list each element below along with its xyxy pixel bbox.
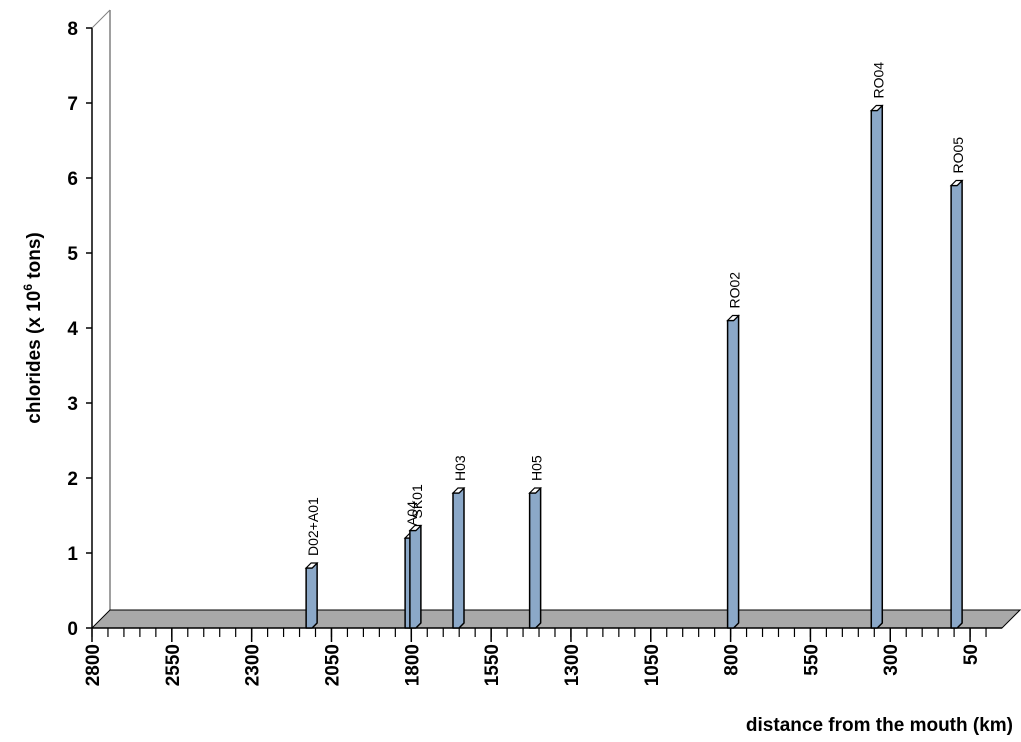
y-tick-label: 3: [67, 394, 78, 415]
y-axis-title-sup: 6: [21, 284, 35, 291]
y-tick-label: 2: [67, 469, 78, 490]
bar-ro04: [870, 104, 884, 629]
bar-label: A04: [404, 501, 420, 526]
bar-top-face: [869, 104, 884, 112]
y-tick-label: 7: [67, 94, 78, 115]
x-tick-label: 2050: [322, 644, 343, 686]
x-tick-label: 2300: [243, 644, 264, 686]
y-axis: 0 1 2 3 4 5 6 7 8: [67, 19, 92, 640]
x-tick-label: 550: [801, 644, 822, 676]
x-tick-label: 50: [961, 644, 982, 665]
bar-label: RO04: [870, 62, 886, 99]
chart-back-wall: [110, 10, 1020, 610]
y-tick-label: 0: [67, 619, 78, 640]
bar-h05: [528, 487, 542, 629]
x-tick-label: 1800: [402, 644, 423, 686]
bar-d02-a01: [305, 562, 318, 629]
x-axis: 2800 2550 2300 2050 1800 1550 1300 1050 800 550 30…: [83, 627, 1002, 686]
y-axis-title-unit: tons): [24, 232, 45, 284]
x-tick-label: 2800: [83, 644, 104, 686]
bar-label: D02+A01: [305, 497, 321, 556]
wall-top-diagonal: [91, 9, 111, 29]
x-tick-label: 300: [881, 644, 902, 676]
x-tick-label: 2550: [163, 644, 184, 686]
x-tick-label: 800: [722, 644, 743, 676]
bar-ro05: [950, 179, 963, 629]
y-tick-label: 6: [67, 169, 78, 190]
x-tick-label: 1550: [482, 644, 503, 686]
bar-top-face: [949, 179, 964, 187]
y-axis-title: chlorides (x 106 tons): [21, 232, 45, 423]
y-axis-title-main: chlorides (x 10: [24, 291, 45, 424]
y-tick-label: 5: [67, 244, 78, 265]
bar-sk01: [409, 524, 422, 629]
y-tick-label: 1: [67, 544, 78, 565]
x-tick-label: 1300: [562, 644, 583, 686]
y-tick-label: 4: [67, 319, 78, 340]
bar-label: H03: [452, 455, 468, 481]
x-tick-label: 1050: [642, 644, 663, 686]
bar-label: H05: [529, 455, 545, 481]
bar-label: RO02: [727, 272, 743, 309]
x-axis-title: distance from the mouth (km): [746, 715, 1013, 736]
bar-label: SK01: [409, 484, 425, 518]
bar-top-face: [304, 562, 319, 569]
y-tick-label: 8: [67, 19, 78, 40]
bar-label: RO05: [950, 137, 966, 174]
bar-h03: [452, 487, 465, 629]
bar-top-face: [451, 487, 466, 494]
bar-top-face: [726, 314, 741, 322]
bar-ro02: [726, 314, 740, 629]
bar-top-face: [528, 487, 543, 494]
bar-top-face: [408, 524, 423, 532]
